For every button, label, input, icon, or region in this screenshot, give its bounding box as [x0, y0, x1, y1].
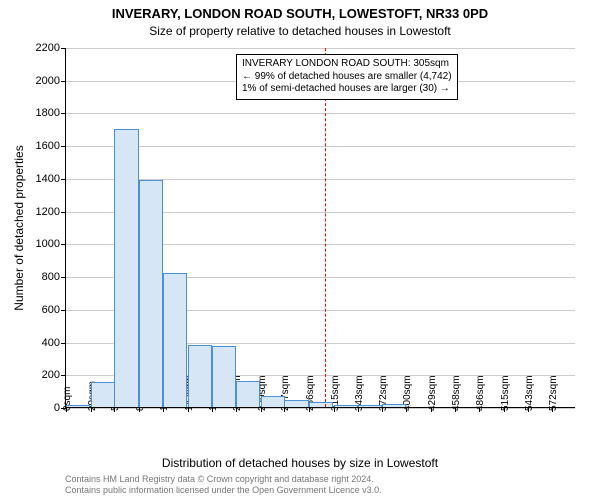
x-tick-label: 429sqm	[427, 375, 438, 411]
y-tick-label: 1000	[36, 238, 60, 250]
footer-line1: Contains HM Land Registry data © Crown c…	[65, 474, 382, 485]
histogram-bar	[163, 273, 187, 407]
y-tick-label: 1400	[36, 173, 60, 185]
x-tick-label: 486sqm	[475, 375, 486, 411]
y-tick-label: 200	[42, 369, 60, 381]
gridline-h	[66, 113, 575, 114]
x-tick-label: 572sqm	[548, 375, 559, 411]
histogram-bar	[236, 381, 260, 407]
y-tick-label: 2200	[36, 42, 60, 54]
y-tick-mark	[61, 375, 66, 376]
histogram-bar	[139, 180, 163, 407]
y-tick-label: 400	[42, 337, 60, 349]
y-tick-mark	[61, 310, 66, 311]
histogram-bar	[284, 400, 308, 407]
y-tick-mark	[61, 48, 66, 49]
x-tick-label: 515sqm	[500, 375, 511, 411]
x-axis-label: Distribution of detached houses by size …	[0, 456, 600, 470]
histogram-bar	[382, 404, 406, 407]
histogram-bar	[114, 129, 138, 407]
y-tick-label: 1600	[36, 140, 60, 152]
gridline-h	[66, 48, 575, 49]
reference-info-box: INVERARY LONDON ROAD SOUTH: 305sqm ← 99%…	[236, 54, 458, 100]
y-tick-label: 2000	[36, 75, 60, 87]
title-main: INVERARY, LONDON ROAD SOUTH, LOWESTOFT, …	[0, 6, 600, 21]
y-axis-label: Number of detached properties	[12, 145, 26, 310]
y-tick-label: 1200	[36, 206, 60, 218]
chart-plot-area: 0200400600800100012001400160018002000220…	[65, 48, 575, 408]
info-box-line1: INVERARY LONDON ROAD SOUTH: 305sqm	[242, 58, 452, 71]
histogram-bar	[212, 346, 236, 407]
y-tick-mark	[61, 81, 66, 82]
info-box-line3: 1% of semi-detached houses are larger (3…	[242, 83, 452, 96]
footer-attribution: Contains HM Land Registry data © Crown c…	[65, 474, 382, 496]
histogram-bar	[309, 402, 333, 407]
reference-line	[325, 48, 326, 407]
histogram-bar	[91, 382, 115, 407]
footer-line2: Contains public information licensed und…	[65, 485, 382, 496]
x-tick-label: 0sqm	[62, 387, 73, 411]
y-tick-label: 800	[42, 271, 60, 283]
y-tick-mark	[61, 277, 66, 278]
y-tick-mark	[61, 179, 66, 180]
y-tick-mark	[61, 146, 66, 147]
title-sub: Size of property relative to detached ho…	[0, 24, 600, 38]
y-tick-mark	[61, 343, 66, 344]
x-tick-label: 543sqm	[524, 375, 535, 411]
x-tick-label: 458sqm	[451, 375, 462, 411]
y-tick-label: 600	[42, 304, 60, 316]
histogram-bar	[261, 396, 285, 407]
y-tick-mark	[61, 212, 66, 213]
histogram-bar	[188, 345, 212, 407]
y-tick-mark	[61, 244, 66, 245]
y-tick-label: 1800	[36, 107, 60, 119]
gridline-h	[66, 146, 575, 147]
histogram-bar	[358, 405, 382, 407]
y-tick-mark	[61, 113, 66, 114]
y-tick-label: 0	[54, 402, 60, 414]
histogram-bar	[334, 405, 358, 407]
histogram-bar	[66, 405, 90, 407]
info-box-line2: ← 99% of detached houses are smaller (4,…	[242, 71, 452, 84]
